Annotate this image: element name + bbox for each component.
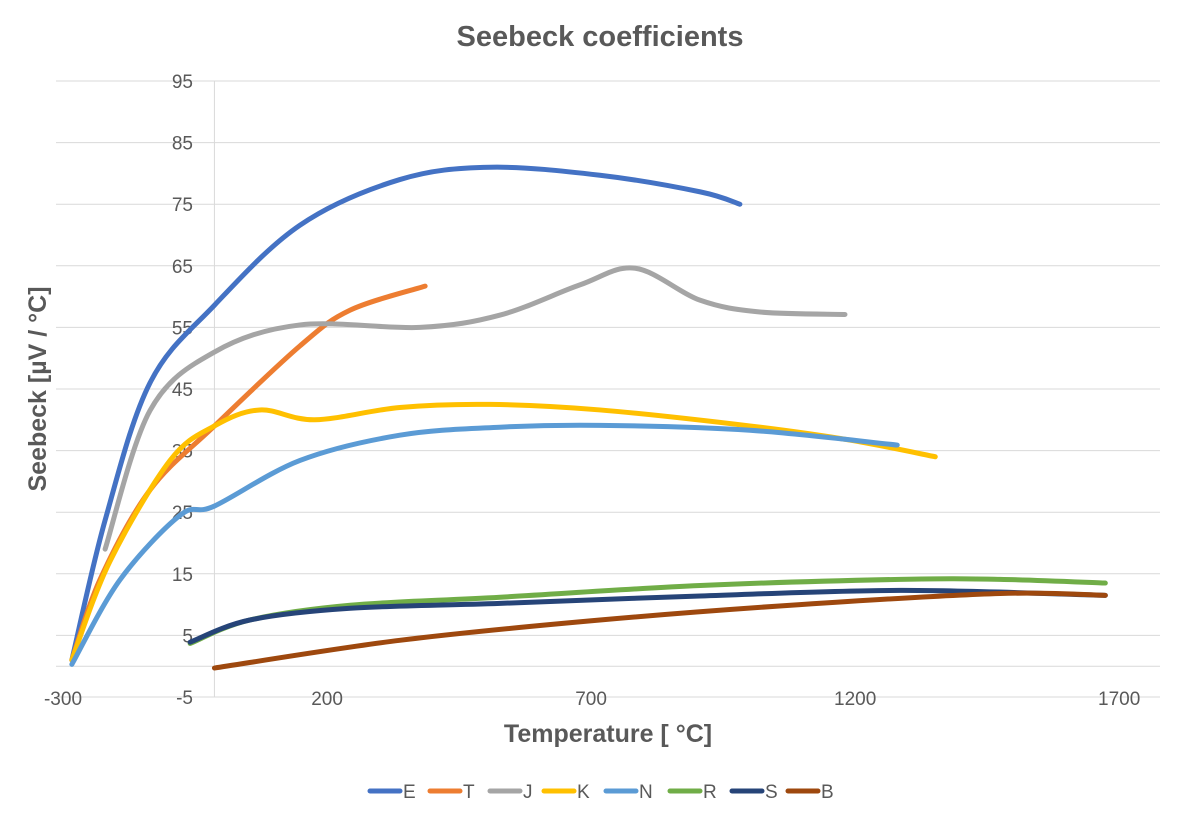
y-tick-label: 95 (172, 72, 193, 93)
legend-label: N (639, 782, 653, 803)
legend-item-B: B (785, 782, 834, 803)
legend-label: E (403, 782, 416, 803)
x-tick-label: 1700 (1098, 689, 1140, 710)
series-line-S (187, 587, 1108, 645)
y-tick-label: 75 (172, 195, 193, 216)
legend-item-J: J (487, 782, 533, 803)
y-tick-label: -5 (176, 688, 193, 709)
legend-item-R: R (667, 782, 717, 803)
gridlines (56, 80, 1160, 698)
series-line-N (69, 422, 900, 667)
series-line-E (69, 164, 743, 663)
y-axis-label: Seebeck [µV / °C] (24, 286, 52, 491)
y-tick-label: 15 (172, 565, 193, 586)
x-tick-labels: -300 200 700 1200 1700 (44, 689, 1140, 710)
legend-label: T (463, 782, 475, 803)
x-tick-label: 200 (311, 689, 343, 710)
legend-label: B (821, 782, 834, 803)
chart-title: Seebeck coefficients (457, 21, 744, 53)
x-tick-label: 1200 (834, 689, 876, 710)
y-tick-label: 85 (172, 134, 193, 155)
legend-label: S (765, 782, 778, 803)
series-line-J (102, 265, 848, 552)
legend-label: R (703, 782, 717, 803)
y-tick-label: 65 (172, 257, 193, 278)
x-tick-label: 700 (575, 689, 607, 710)
series-lines (69, 164, 1108, 671)
legend-item-E: E (367, 782, 416, 803)
series-line-B (211, 590, 1108, 671)
legend-item-S: S (729, 782, 778, 803)
y-tick-label: 45 (172, 380, 193, 401)
x-axis-label: Temperature [ °C] (504, 720, 712, 748)
series-line-K (69, 401, 938, 663)
legend-item-T: T (427, 782, 475, 803)
legend-item-K: K (541, 782, 590, 803)
legend-label: J (523, 782, 533, 803)
x-tick-label: -300 (44, 689, 82, 710)
legend-item-N: N (603, 782, 653, 803)
legend-label: K (577, 782, 590, 803)
y-tick-label: 5 (182, 626, 193, 647)
